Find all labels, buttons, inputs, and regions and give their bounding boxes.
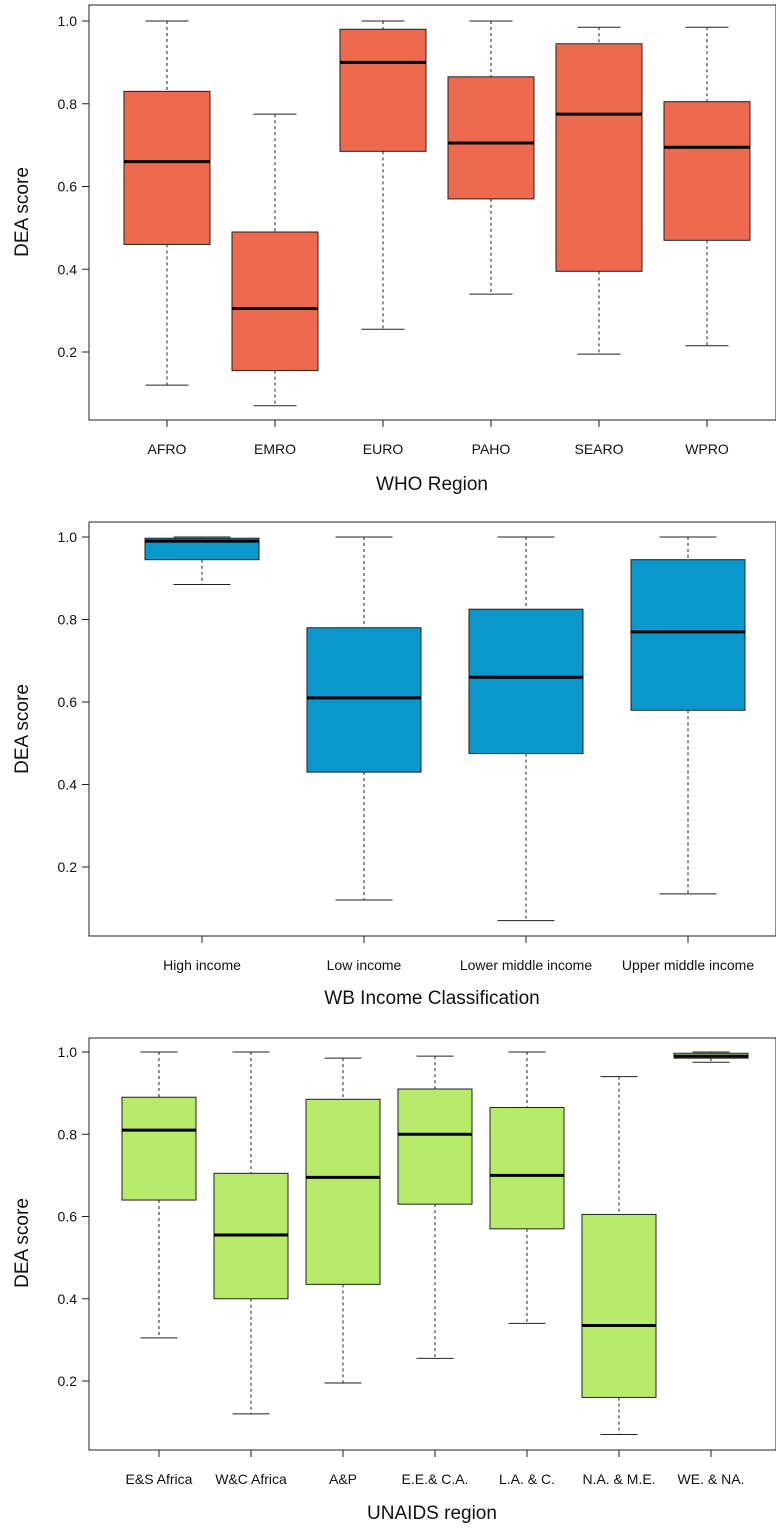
x-axis-title: WHO Region (376, 474, 488, 495)
x-tick-label: A&P (329, 1471, 357, 1487)
x-tick-label: Upper middle income (622, 957, 754, 973)
y-tick-label: 0.2 (58, 344, 78, 360)
y-tick-label: 0.8 (58, 612, 78, 628)
x-tick-label: E&S Africa (126, 1471, 193, 1487)
x-tick-label: EURO (363, 441, 404, 457)
y-tick-label: 0.6 (58, 694, 78, 710)
x-tick-label: Low income (327, 957, 402, 973)
y-tick-label: 0.2 (58, 859, 78, 875)
y-tick-label: 1.0 (58, 1044, 78, 1060)
y-tick-label: 0.4 (58, 261, 78, 277)
y-tick-label: 0.8 (58, 1126, 78, 1142)
boxplot-panel-3: 0.2 0.4 0.6 0.8 1.0 DEA score E&S Africa W&C Af… (12, 1037, 776, 1524)
y-tick-label: 0.6 (58, 179, 78, 195)
y-axis-title: DEA score (12, 167, 33, 257)
x-tick-label: AFRO (148, 441, 187, 457)
box-iqr (231, 231, 319, 372)
plot-frame (88, 1037, 776, 1451)
box-iqr (447, 76, 535, 200)
box-iqr (306, 627, 422, 773)
box-iqr (468, 608, 584, 755)
plot-frame (88, 521, 776, 937)
box-iqr (397, 1088, 473, 1205)
x-tick-label: W&C Africa (215, 1471, 287, 1487)
x-tick-label: Lower middle income (460, 957, 592, 973)
y-axis-title: DEA score (12, 684, 33, 774)
boxplot-panel-1: 0.2 0.4 0.6 0.8 1.0 DEA score AFRO EMRO EURO PAHO… (12, 4, 776, 495)
boxplot-panel-2: 0.2 0.4 0.6 0.8 1.0 DEA score High income Low i… (12, 521, 776, 1009)
box-iqr (339, 28, 427, 152)
y-tick-label: 1.0 (58, 13, 78, 29)
x-tick-label: N.A. & M.E. (582, 1471, 655, 1487)
x-tick-label: E.E.& C.A. (402, 1471, 469, 1487)
box-iqr (489, 1107, 565, 1230)
x-tick-label: L.A. & C. (499, 1471, 555, 1487)
box-iqr (555, 43, 643, 272)
y-tick-label: 1.0 (58, 529, 78, 545)
y-tick-label: 0.8 (58, 96, 78, 112)
y-tick-label: 0.6 (58, 1209, 78, 1225)
box-iqr (305, 1098, 381, 1285)
x-tick-label: SEARO (574, 441, 623, 457)
box-iqr (144, 537, 260, 561)
x-tick-label: EMRO (254, 441, 296, 457)
y-tick-label: 0.2 (58, 1373, 78, 1389)
x-tick-label: High income (163, 957, 241, 973)
y-tick-label: 0.4 (58, 777, 78, 793)
x-tick-label: PAHO (472, 441, 511, 457)
box-iqr (121, 1096, 197, 1201)
y-tick-label: 0.4 (58, 1291, 78, 1307)
x-axis-title: WB Income Classification (324, 988, 539, 1009)
box-iqr (663, 101, 751, 241)
x-axis-title: UNAIDS region (367, 1503, 497, 1523)
box-iqr (123, 90, 211, 245)
x-tick-label: WPRO (685, 441, 729, 457)
box-iqr (581, 1213, 657, 1398)
plot-frame (88, 4, 776, 421)
box-iqr (630, 559, 746, 711)
y-axis-title: DEA score (12, 1198, 33, 1288)
x-tick-label: WE. & NA. (678, 1471, 745, 1487)
